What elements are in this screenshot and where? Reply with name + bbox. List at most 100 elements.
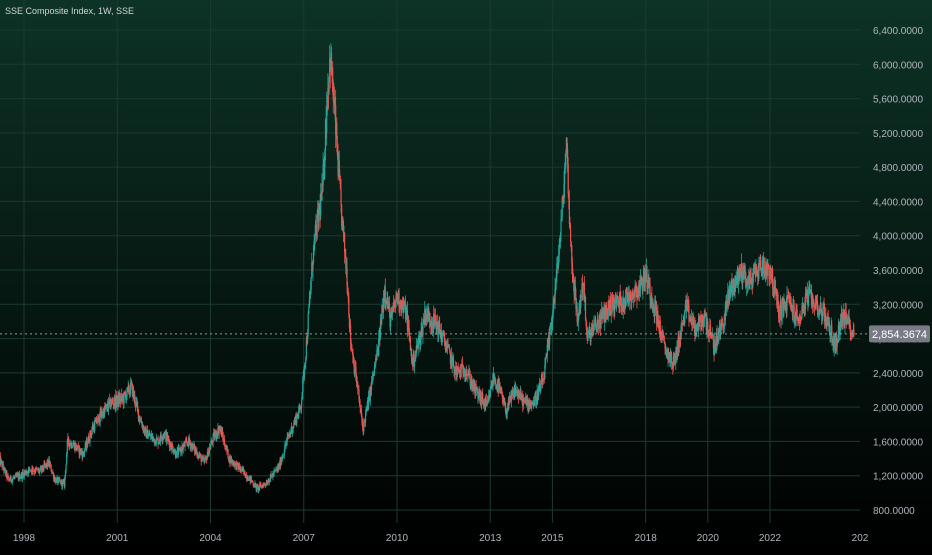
candle-body (324, 150, 326, 168)
candle-body (723, 318, 725, 329)
candle-body (212, 434, 214, 443)
candle-body (241, 468, 244, 471)
candle-body (504, 403, 507, 412)
candle-body (688, 317, 691, 322)
candle-body (351, 351, 354, 353)
candle-body (260, 485, 263, 488)
candle-body (702, 323, 704, 327)
candle-body (302, 377, 304, 393)
candle-body (105, 405, 107, 408)
candle-body (137, 406, 139, 410)
candle-body (76, 444, 78, 450)
candle-body (374, 364, 376, 366)
candle-body (678, 345, 680, 348)
candle-body (492, 373, 494, 388)
candle-body (259, 483, 261, 489)
candle-body (470, 384, 472, 386)
candle-body (52, 473, 55, 480)
candle-body (440, 331, 443, 341)
candle-body (665, 349, 667, 353)
candle-body (660, 337, 663, 341)
x-tick-label: 2022 (759, 533, 782, 544)
candle-body (788, 296, 790, 298)
candle-body (561, 198, 563, 217)
candle-body (735, 281, 737, 288)
candle-body (29, 469, 31, 471)
candle-body (215, 431, 217, 438)
candle-body (749, 271, 751, 290)
candle-body (373, 365, 376, 374)
candle-body (468, 371, 471, 375)
candle-body (312, 262, 314, 270)
x-tick-label: 2007 (293, 533, 316, 544)
candle-body (199, 454, 202, 456)
candle-body (590, 330, 592, 342)
candle-body (83, 453, 85, 455)
candle-body (571, 245, 573, 264)
candle-body (427, 312, 429, 322)
candle-body (303, 365, 306, 376)
candle-body (263, 483, 266, 485)
candle-body (461, 363, 463, 366)
candle-body (64, 469, 67, 477)
candle-body (760, 268, 762, 273)
candle-body (382, 298, 385, 313)
candle-body (804, 292, 807, 309)
candle-body (494, 378, 496, 384)
x-tick-label: 2013 (479, 533, 502, 544)
candle-body (795, 308, 797, 319)
candle-body (428, 313, 431, 321)
candle-body (124, 392, 126, 394)
candle-body (781, 300, 783, 319)
candle-body (593, 322, 596, 324)
candle-body (433, 313, 435, 323)
candle-body (312, 245, 315, 263)
candle-body (361, 415, 363, 423)
candle-body (687, 303, 689, 306)
candle-body (661, 331, 663, 338)
candle-body (639, 277, 642, 289)
candle-body (578, 309, 580, 315)
y-tick-label: 800.0000 (873, 506, 915, 517)
candle-body (34, 471, 36, 473)
candle-body (775, 289, 777, 295)
candle-body (57, 478, 59, 484)
y-tick-label: 6,000.0000 (873, 60, 923, 71)
candle-body (653, 307, 655, 313)
candle-body (133, 389, 135, 398)
candle-body (292, 428, 294, 434)
candle-body (620, 305, 622, 307)
candle-body (672, 357, 675, 368)
candle-body (87, 443, 89, 447)
candle-body (128, 385, 130, 393)
candle-body (825, 315, 827, 320)
candle-body (247, 478, 249, 481)
candle-body (488, 395, 490, 396)
candle-body (610, 312, 612, 315)
candle-body (441, 337, 443, 341)
candle-body (305, 357, 307, 363)
candle-body (298, 411, 300, 418)
candle-body (401, 300, 403, 312)
candle-body (64, 476, 66, 487)
candle-body (284, 445, 286, 453)
candle-body (629, 293, 631, 301)
candle-body (283, 455, 285, 457)
candle-body (485, 399, 487, 404)
candle-body (367, 396, 370, 409)
candle-body (691, 321, 693, 325)
candle-body (332, 67, 334, 92)
y-tick-label: 2,400.0000 (873, 369, 923, 380)
candle-body (400, 301, 402, 308)
candle-body (616, 296, 618, 303)
candle-body (556, 263, 558, 277)
candle-body (320, 195, 322, 216)
candle-body (0, 455, 1, 465)
candle-body (568, 193, 570, 200)
candle-body (11, 479, 13, 483)
candle-body (584, 297, 587, 321)
candle-body (405, 316, 407, 320)
x-tick-label: 2015 (541, 533, 564, 544)
candle-body (745, 282, 747, 288)
